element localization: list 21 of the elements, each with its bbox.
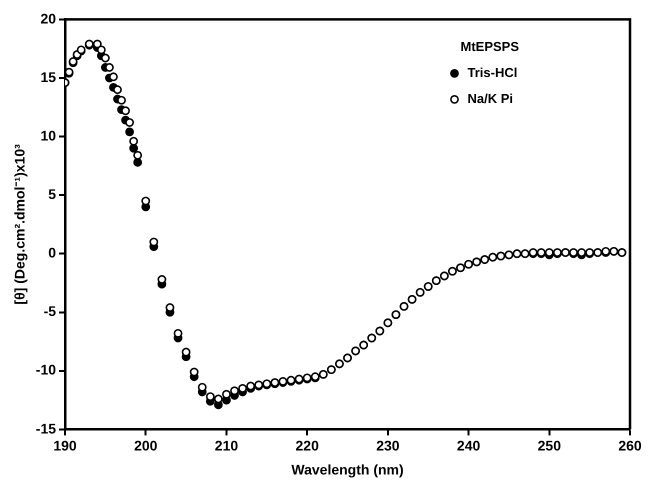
- x-tick-label: 190: [53, 438, 77, 454]
- y-tick-label: -10: [36, 362, 56, 378]
- x-tick-label: 200: [134, 438, 158, 454]
- x-tick-label: 210: [214, 438, 238, 454]
- x-tick-label: 260: [618, 438, 642, 454]
- y-tick-label: 5: [48, 186, 56, 202]
- y-tick-label: -5: [44, 303, 56, 320]
- x-tick-label: 240: [456, 438, 480, 454]
- y-tick-label: 15: [40, 68, 56, 85]
- legend-label: Na/K Pi: [467, 90, 514, 106]
- y-tick-label: 20: [40, 10, 56, 26]
- y-tick-label: -15: [36, 420, 56, 436]
- legend-title: MtEPSPS: [460, 38, 520, 54]
- y-axis-title: [θ] (Deg.cm².dmol⁻¹)x10³: [11, 144, 28, 305]
- y-tick-label: 10: [40, 127, 56, 144]
- x-tick-label: 230: [376, 438, 400, 454]
- x-axis-title: Wavelength (nm): [291, 461, 404, 478]
- y-tick-label: 0: [48, 244, 56, 261]
- x-tick-label: 220: [295, 438, 320, 454]
- legend-label: Tris-HCl: [467, 64, 518, 80]
- x-tick-label: 250: [538, 438, 562, 454]
